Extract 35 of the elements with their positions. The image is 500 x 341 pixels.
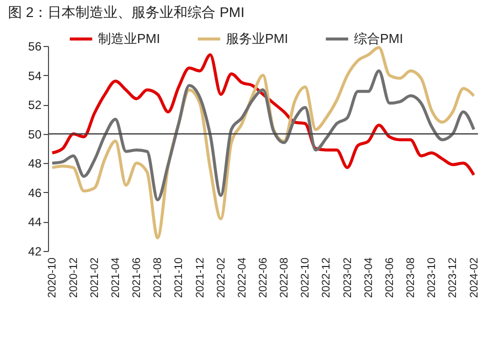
x-tick-label: 2023-08 (405, 258, 418, 298)
legend-label: 综合PMI (354, 31, 404, 46)
x-tick-label: 2023-12 (447, 258, 460, 298)
x-tick-label: 2022-08 (278, 258, 291, 298)
x-tick-label: 2021-02 (88, 258, 101, 298)
chart-title: 图 2：日本制造业、服务业和综合 PMI (8, 4, 244, 20)
legend-label: 制造业PMI (98, 31, 160, 46)
y-tick-label: 44 (28, 215, 42, 230)
x-tick-label: 2021-10 (173, 258, 186, 298)
x-tick-label: 2021-12 (194, 258, 206, 298)
y-tick-label: 52 (28, 98, 42, 112)
x-tick-label: 2022-02 (215, 258, 228, 298)
x-tick-label: 2022-12 (320, 258, 333, 298)
x-tick-label: 2022-06 (258, 258, 270, 298)
x-tick-label: 2021-06 (131, 258, 144, 298)
line-series (50, 53, 476, 176)
legend-label: 服务业PMI (226, 31, 288, 46)
y-tick-label: 50 (28, 127, 42, 142)
y-tick-label: 42 (28, 244, 42, 258)
x-tick-label: 2023-06 (384, 258, 396, 298)
y-tick-label: 46 (28, 186, 42, 200)
x-tick-label: 2023-04 (362, 258, 375, 298)
x-tick-label: 2022-04 (236, 258, 248, 298)
y-tick-label: 56 (28, 40, 42, 54)
x-tick-label: 2022-10 (300, 258, 312, 298)
x-tick-label: 2023-02 (342, 258, 354, 298)
line-series (50, 69, 476, 202)
y-tick-label: 54 (28, 68, 42, 83)
x-tick-label: 2021-04 (110, 258, 122, 298)
x-tick-label: 2024-02 (468, 258, 480, 298)
x-tick-label: 2023-10 (426, 258, 438, 298)
x-tick-label: 2021-08 (152, 258, 164, 298)
x-tick-label: 2020-10 (46, 258, 59, 298)
x-tick-label: 2020-12 (68, 258, 80, 298)
y-tick-label: 48 (28, 156, 42, 171)
